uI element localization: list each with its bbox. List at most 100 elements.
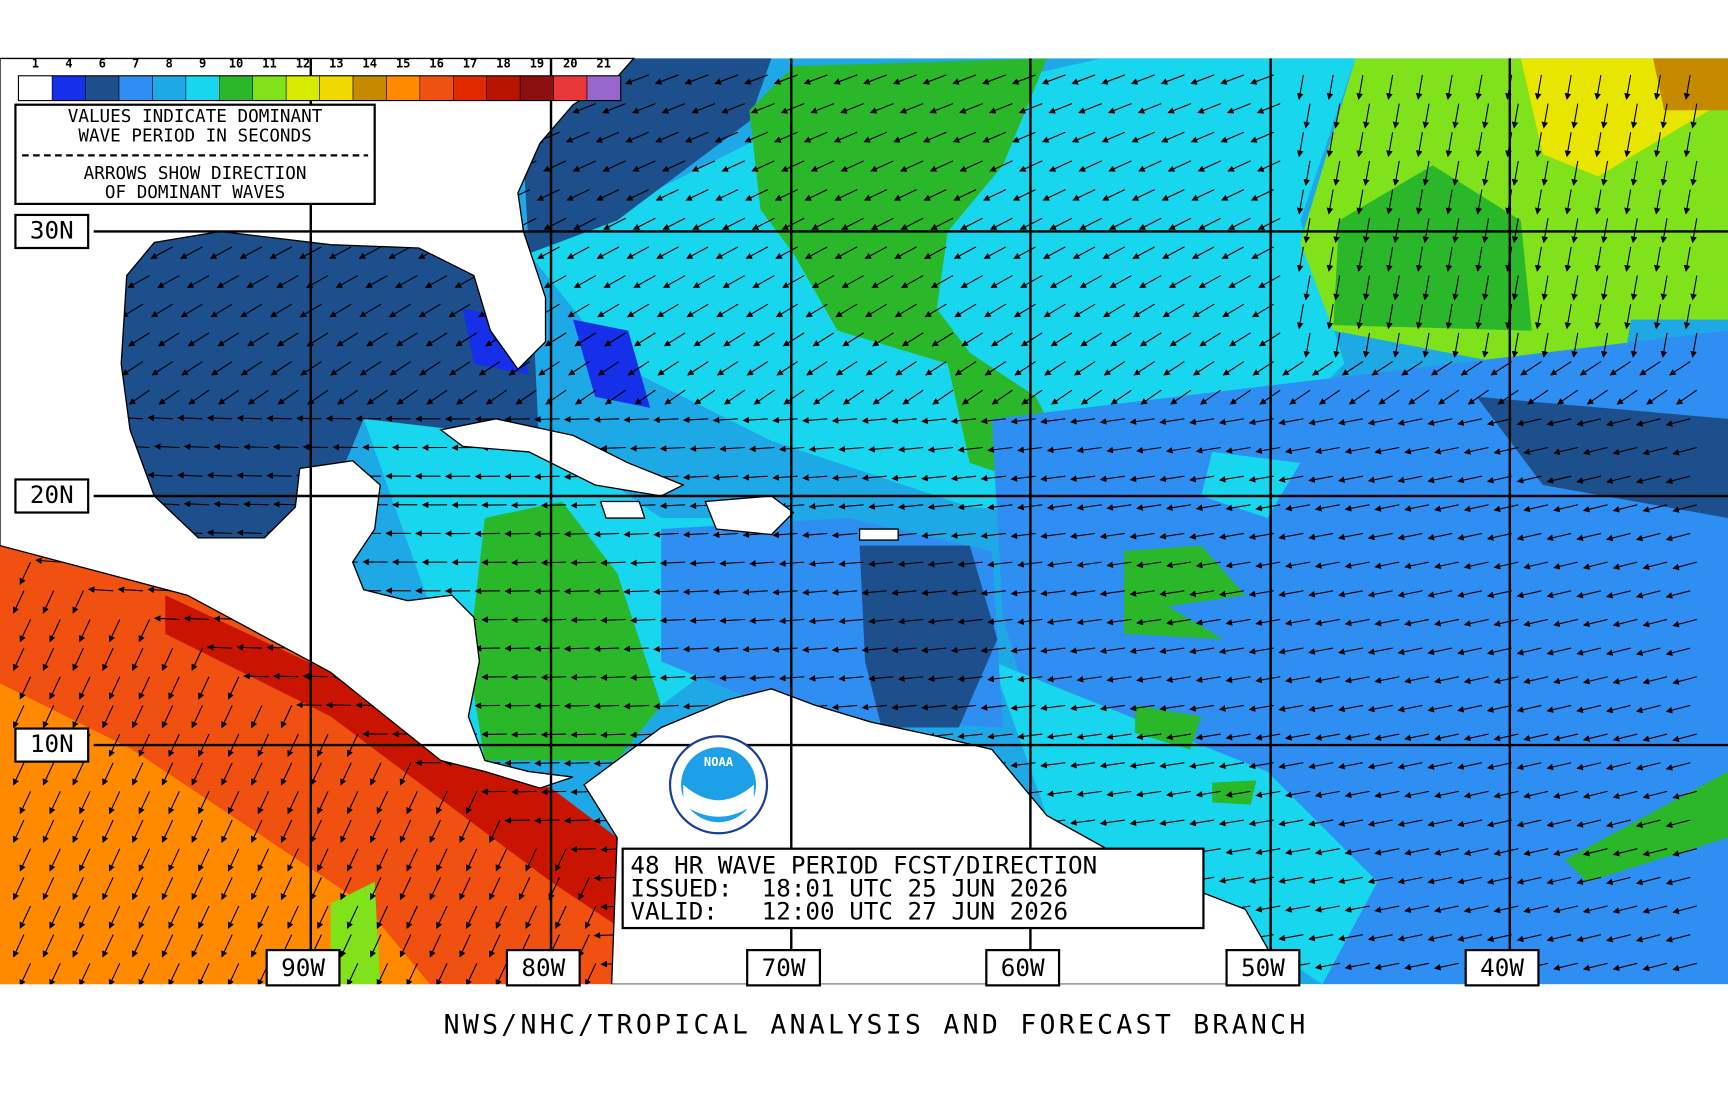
wave-arrow bbox=[1624, 246, 1632, 272]
wave-arrow bbox=[236, 472, 262, 479]
wave-arrow bbox=[1549, 361, 1572, 376]
wave-arrow bbox=[1367, 475, 1393, 483]
wave-arrow bbox=[1042, 246, 1066, 259]
wave-arrow bbox=[1541, 160, 1549, 186]
wave-arrow bbox=[1131, 189, 1155, 201]
wave-arrow bbox=[983, 189, 1007, 201]
wave-arrow bbox=[900, 160, 924, 172]
wave-arrow bbox=[1422, 103, 1430, 129]
legend-label: 13 bbox=[329, 56, 344, 70]
wave-arrow bbox=[1012, 131, 1036, 143]
legend-label: 15 bbox=[396, 56, 411, 70]
wave-arrow bbox=[661, 103, 686, 114]
wave-arrow bbox=[1078, 160, 1102, 172]
legend-swatch bbox=[319, 75, 354, 101]
wave-arrow bbox=[1356, 189, 1364, 215]
wave-arrow bbox=[842, 332, 864, 347]
wave-arrow bbox=[1051, 389, 1073, 405]
wave-arrow bbox=[1630, 218, 1638, 244]
wave-arrow bbox=[959, 160, 983, 172]
wave-arrow bbox=[604, 332, 626, 347]
wave-arrow bbox=[841, 275, 864, 288]
wave-arrow bbox=[722, 217, 745, 230]
wave-arrow bbox=[1404, 446, 1430, 455]
wave-arrow bbox=[534, 587, 560, 595]
wave-arrow bbox=[1609, 361, 1631, 376]
wave-arrow bbox=[1564, 189, 1572, 215]
wave-arrow bbox=[1433, 504, 1459, 512]
wave-arrow bbox=[751, 217, 775, 230]
wave-arrow bbox=[296, 415, 322, 422]
wave-arrow bbox=[1445, 304, 1453, 330]
wave-arrow bbox=[1433, 446, 1459, 455]
wave-arrow bbox=[511, 731, 537, 738]
wave-arrow bbox=[952, 74, 977, 85]
wave-arrow bbox=[750, 103, 775, 114]
wave-arrow bbox=[1467, 389, 1489, 405]
wave-arrow bbox=[872, 389, 894, 405]
wave-arrow bbox=[540, 731, 567, 738]
region-6s bbox=[517, 58, 772, 254]
wave-arrow bbox=[573, 275, 597, 288]
wave-arrow bbox=[1338, 418, 1363, 426]
wave-arrow bbox=[1630, 103, 1638, 129]
longitude-label: 40W bbox=[1480, 953, 1524, 982]
wave-arrow bbox=[1624, 132, 1632, 158]
wave-arrow bbox=[1516, 475, 1542, 484]
wave-arrow bbox=[366, 332, 388, 347]
wave-arrow bbox=[1601, 332, 1609, 358]
wave-arrow bbox=[841, 217, 864, 230]
wave-arrow bbox=[269, 303, 292, 318]
wave-arrow bbox=[211, 361, 233, 376]
wave-arrow bbox=[1014, 361, 1036, 376]
wave-arrow bbox=[1356, 304, 1364, 330]
legend-label: 7 bbox=[132, 56, 139, 70]
wave-arrow bbox=[987, 446, 1013, 453]
wave-arrow bbox=[712, 531, 739, 538]
wave-arrow bbox=[1624, 74, 1632, 100]
wave-arrow bbox=[1069, 532, 1096, 540]
wave-arrow bbox=[1534, 246, 1542, 272]
wave-arrow bbox=[1606, 475, 1631, 484]
wave-arrow bbox=[989, 160, 1013, 172]
wave-arrow bbox=[1110, 389, 1132, 405]
wave-arrow bbox=[540, 616, 567, 624]
wave-arrow bbox=[236, 529, 262, 537]
legend-swatch bbox=[586, 75, 621, 101]
wave-arrow bbox=[247, 332, 269, 347]
wave-arrow bbox=[891, 417, 917, 425]
wave-arrow bbox=[1616, 389, 1638, 405]
wave-arrow bbox=[1168, 217, 1192, 230]
wave-arrow bbox=[1040, 475, 1066, 482]
wave-arrow bbox=[1690, 160, 1698, 186]
wave-arrow bbox=[1594, 189, 1602, 215]
wave-arrow bbox=[1190, 131, 1215, 143]
wave-arrow bbox=[269, 246, 292, 259]
wave-arrow bbox=[1303, 275, 1311, 301]
wave-arrow bbox=[1011, 74, 1036, 85]
wave-arrow bbox=[983, 246, 1007, 259]
wave-arrow bbox=[1427, 475, 1453, 484]
wave-arrow bbox=[1452, 160, 1460, 186]
wave-arrow bbox=[813, 389, 835, 405]
wave-arrow bbox=[544, 332, 567, 347]
wave-arrow bbox=[1415, 189, 1423, 215]
region-14s bbox=[1653, 58, 1728, 111]
wave-arrow bbox=[1072, 246, 1096, 259]
wave-arrow bbox=[1437, 389, 1460, 405]
wave-arrow bbox=[1199, 332, 1222, 347]
wave-arrow bbox=[632, 160, 656, 172]
wave-arrow bbox=[1296, 304, 1304, 330]
wave-arrow bbox=[1227, 217, 1251, 230]
wave-arrow bbox=[923, 246, 947, 259]
wave-arrow bbox=[653, 531, 679, 538]
wave-arrow bbox=[1326, 132, 1334, 158]
wave-arrow bbox=[802, 417, 828, 424]
wave-arrow bbox=[1326, 304, 1334, 330]
wave-arrow bbox=[838, 503, 864, 510]
wave-arrow bbox=[1073, 303, 1096, 318]
wave-arrow bbox=[121, 361, 144, 376]
wave-arrow bbox=[1690, 103, 1698, 129]
wave-arrow bbox=[927, 446, 953, 453]
